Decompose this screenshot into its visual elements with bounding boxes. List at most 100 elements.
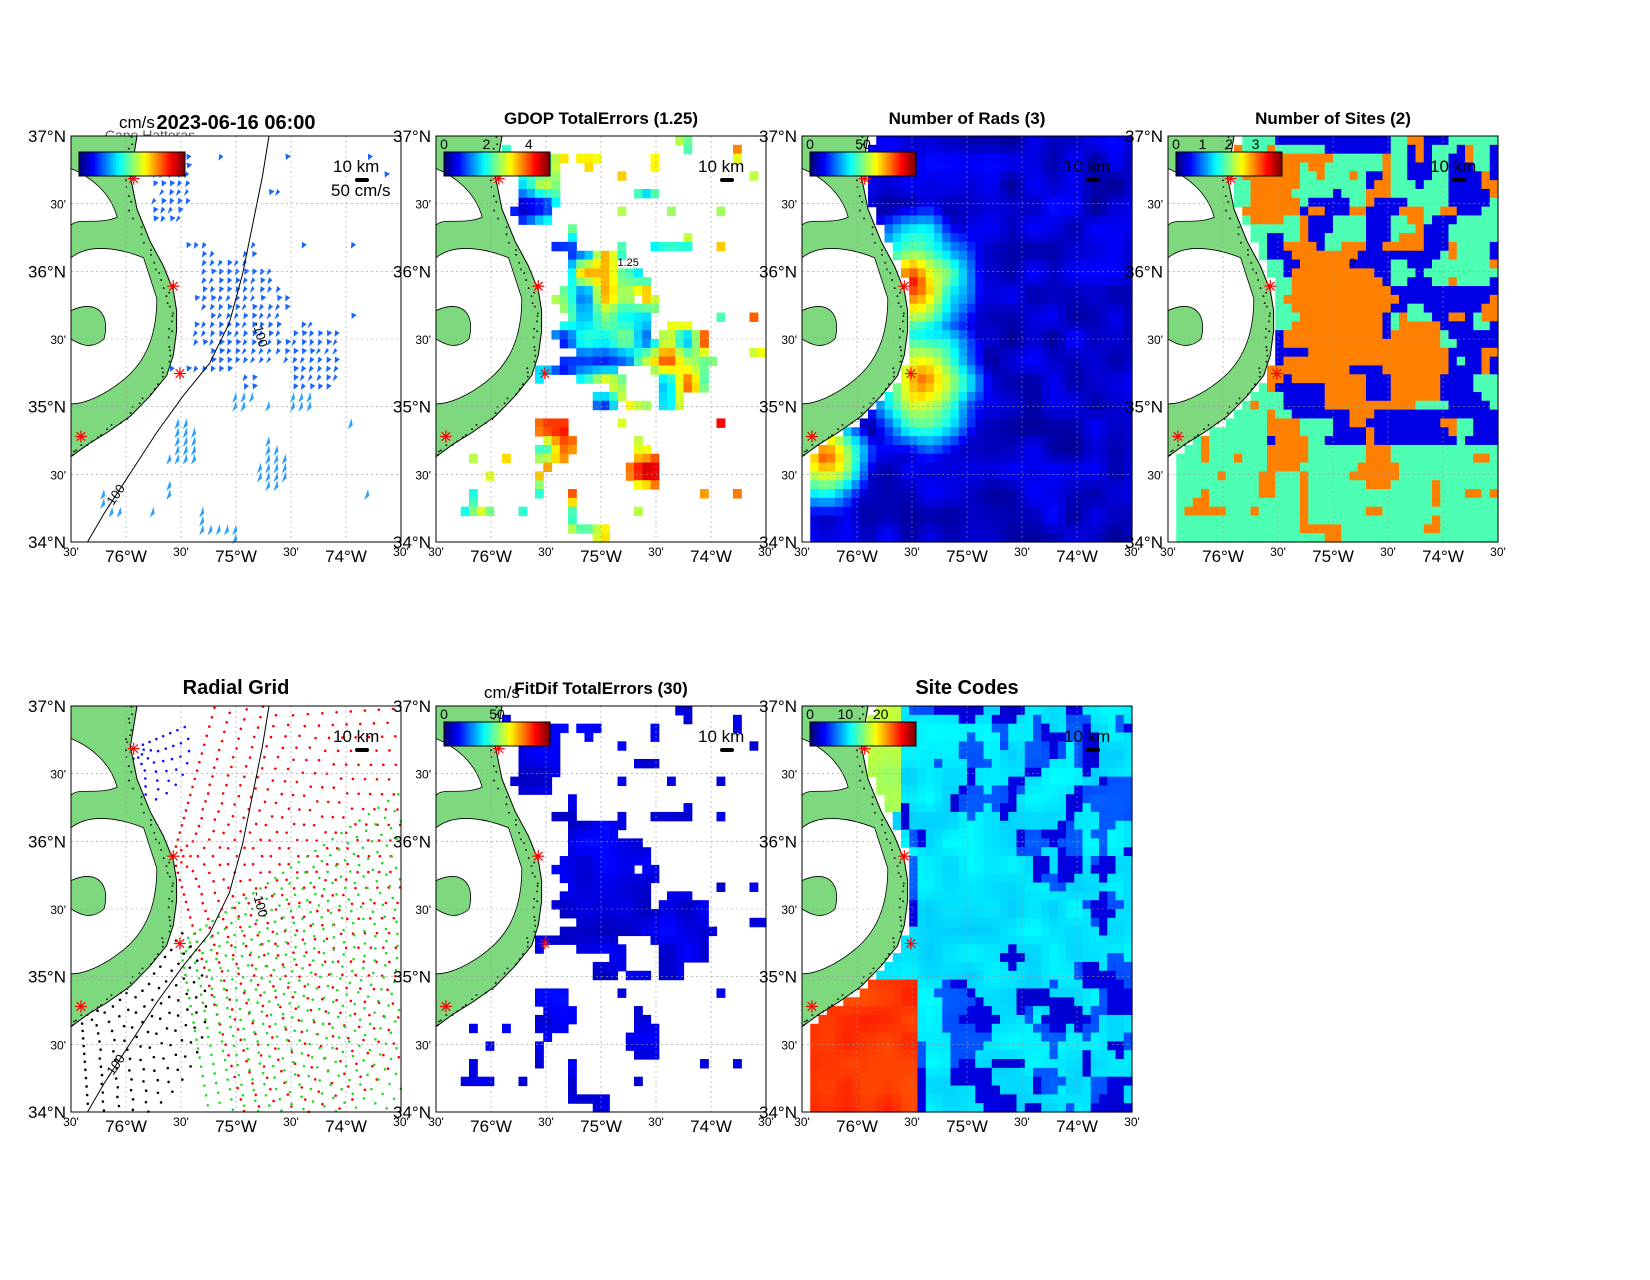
nrads-cell <box>1074 251 1083 260</box>
gdop-cell <box>585 162 594 171</box>
nrads-cell <box>868 516 877 525</box>
radial-grid-point <box>239 1019 242 1022</box>
nrads-cell <box>967 224 976 233</box>
gdop-cell <box>576 251 585 260</box>
nrads-cell <box>992 198 1001 207</box>
lat-tick-label: 35°N <box>28 398 66 417</box>
shoal-dot <box>169 361 171 363</box>
nrads-cell <box>1041 401 1050 410</box>
nrads-cell <box>1107 401 1116 410</box>
nrads-cell <box>975 401 984 410</box>
nrads-cell <box>1058 392 1067 401</box>
nrads-cell <box>1000 471 1009 480</box>
gdop-cell <box>618 357 627 366</box>
nrads-cell <box>819 471 828 480</box>
nsites-cell <box>1457 516 1466 525</box>
nsites-cell <box>1308 215 1317 224</box>
nsites-cell <box>1251 489 1260 498</box>
nrads-cell <box>1107 436 1116 445</box>
radial-grid-point <box>335 1047 338 1050</box>
nrads-cell <box>951 480 960 489</box>
radial-grid-point <box>237 795 240 798</box>
nrads-cell <box>984 162 993 171</box>
nsites-cell <box>1333 233 1342 242</box>
nsites-cell <box>1209 463 1218 472</box>
radial-grid-point <box>292 951 295 954</box>
nrads-cell <box>918 171 927 180</box>
nrads-cell <box>1025 533 1034 542</box>
shoal-dot <box>902 320 904 322</box>
nrads-cell <box>942 524 951 533</box>
nsites-cell <box>1333 489 1342 498</box>
nrads-cell <box>975 418 984 427</box>
nrads-cell <box>909 321 918 330</box>
nrads-cell <box>926 401 935 410</box>
nrads-cell <box>992 330 1001 339</box>
nsites-cell <box>1399 330 1408 339</box>
nrads-cell <box>926 145 935 154</box>
nrads-cell <box>918 154 927 163</box>
nsites-cell <box>1308 260 1317 269</box>
radial-grid-point <box>313 824 316 827</box>
radial-grid-point <box>349 1000 352 1003</box>
gdop-cell <box>626 339 635 348</box>
nsites-cell <box>1226 498 1235 507</box>
nrads-cell <box>1017 339 1026 348</box>
gdop-cell <box>568 330 577 339</box>
nsites-cell <box>1432 348 1441 357</box>
nrads-cell <box>926 136 935 145</box>
nrads-cell <box>934 207 943 216</box>
nrads-cell <box>959 524 968 533</box>
radial-grid-point <box>298 861 301 864</box>
gdop-cell <box>717 418 726 427</box>
nsites-cell <box>1358 436 1367 445</box>
shoal-dot <box>106 428 108 430</box>
nrads-cell <box>934 277 943 286</box>
nsites-cell <box>1284 198 1293 207</box>
nsites-cell <box>1440 418 1449 427</box>
nsites-cell <box>1317 374 1326 383</box>
nsites-cell <box>1292 436 1301 445</box>
nsites-cell <box>1341 365 1350 374</box>
nrads-cell <box>1066 215 1075 224</box>
gdop-cell <box>576 286 585 295</box>
radial-grid-point <box>337 750 340 753</box>
nsites-cell <box>1366 436 1375 445</box>
nsites-cell <box>1284 277 1293 286</box>
nrads-cell <box>951 171 960 180</box>
nsites-cell <box>1391 277 1400 286</box>
nsites-cell <box>1325 498 1334 507</box>
radial-grid-point <box>267 940 270 943</box>
gdop-cell <box>733 145 742 154</box>
nsites-cell <box>1407 145 1416 154</box>
nrads-cell <box>975 427 984 436</box>
nrads-cell <box>1008 180 1017 189</box>
shoal-dot <box>131 143 133 145</box>
nrads-cell <box>918 348 927 357</box>
nrads-cell <box>909 207 918 216</box>
lat-tick-label: 30' <box>415 468 431 482</box>
nrads-cell <box>967 189 976 198</box>
nrads-cell <box>967 427 976 436</box>
nsites-cell <box>1358 260 1367 269</box>
nsites-cell <box>1465 410 1474 419</box>
nsites-cell <box>1440 533 1449 542</box>
radial-grid-point <box>227 823 230 826</box>
nsites-cell <box>1300 401 1309 410</box>
nsites-cell <box>1440 198 1449 207</box>
radial-grid-point <box>240 1098 243 1101</box>
nsites-cell <box>1251 401 1260 410</box>
nsites-cell <box>1333 224 1342 233</box>
nsites-cell <box>1292 277 1301 286</box>
nsites-cell <box>1209 471 1218 480</box>
nsites-cell <box>1300 321 1309 330</box>
nrads-cell <box>1074 242 1083 251</box>
nrads-cell <box>1000 410 1009 419</box>
nsites-cell <box>1383 321 1392 330</box>
nsites-cell <box>1424 454 1433 463</box>
nrads-cell <box>1050 242 1059 251</box>
nsites-cell <box>1242 533 1251 542</box>
radial-grid-point <box>266 1076 269 1079</box>
nrads-cell <box>951 339 960 348</box>
